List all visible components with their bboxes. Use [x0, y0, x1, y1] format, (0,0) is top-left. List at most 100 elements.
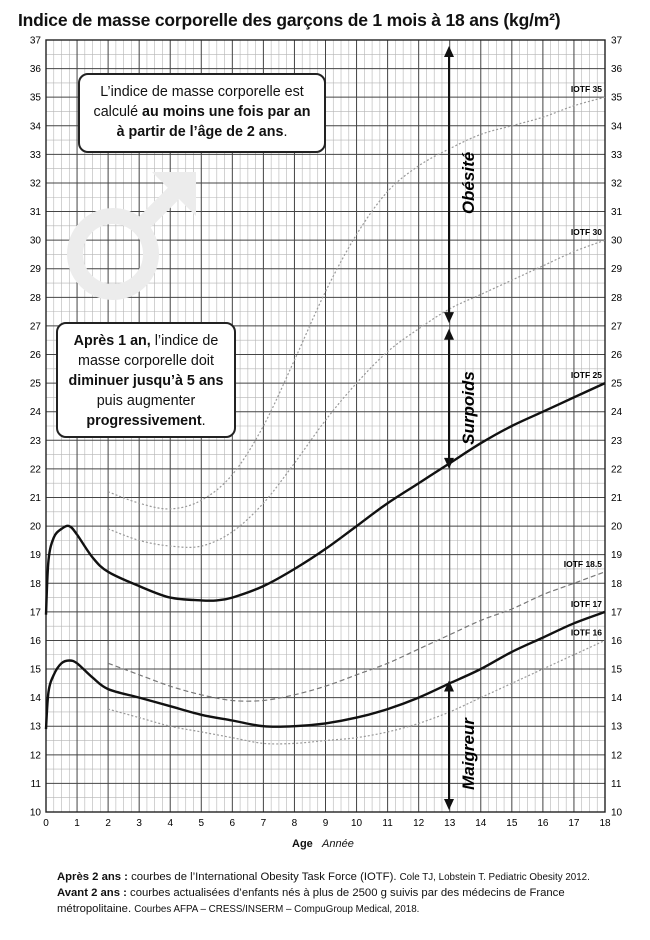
male-symbol-icon: [67, 172, 196, 300]
footer-line-1: Après 2 ans : courbes de l’International…: [57, 871, 590, 883]
y-tick-label: 26: [30, 350, 42, 361]
info-box-2-line1a: Après 1 an,: [73, 333, 151, 349]
y-tick-label: 25: [30, 379, 42, 390]
y-tick-label-right: 35: [611, 93, 623, 104]
y-tick-label-right: 10: [611, 808, 623, 819]
y-tick-label: 27: [30, 321, 42, 332]
x-tick-label: 13: [444, 818, 456, 829]
y-tick-label: 19: [30, 550, 42, 561]
x-tick-label: 15: [506, 818, 518, 829]
x-tick-label: 2: [105, 818, 111, 829]
y-tick-label-right: 30: [611, 236, 623, 247]
curve-label-iotf-35: IOTF 35: [571, 84, 602, 94]
x-tick-label: 8: [292, 818, 298, 829]
x-tick-label: 7: [261, 818, 267, 829]
y-tick-label: 12: [30, 750, 42, 761]
curve-label-iotf-17: IOTF 17: [571, 599, 602, 609]
y-tick-label-right: 22: [611, 464, 623, 475]
y-tick-label: 32: [30, 178, 42, 189]
chart-title: Indice de masse corporelle des garçons d…: [18, 10, 561, 30]
y-tick-label-right: 14: [611, 693, 623, 704]
obesity-arrow-head-up: [444, 46, 454, 57]
y-tick-label-right: 31: [611, 207, 623, 218]
y-tick-label: 16: [30, 636, 42, 647]
x-tick-label: 9: [323, 818, 329, 829]
y-tick-label: 21: [30, 493, 42, 504]
y-tick-label: 35: [30, 93, 42, 104]
y-tick-label-right: 37: [611, 36, 623, 47]
y-tick-label-right: 16: [611, 636, 623, 647]
y-tick-label-right: 19: [611, 550, 623, 561]
y-tick-label: 22: [30, 464, 42, 475]
y-tick-label-right: 33: [611, 150, 623, 161]
x-tick-label: 12: [413, 818, 425, 829]
curve-label-iotf-30: IOTF 30: [571, 227, 602, 237]
y-tick-label-right: 23: [611, 436, 623, 447]
overweight-arrow-head-up: [444, 328, 454, 340]
info-box-2-line5b: .: [201, 413, 206, 429]
x-tick-label: 0: [43, 818, 49, 829]
footer-line-3: métropolitaine. Courbes AFPA – CRESS/INS…: [57, 903, 420, 915]
info-box-2-line2: masse corporelle doit: [78, 353, 214, 369]
y-tick-label: 23: [30, 436, 42, 447]
underweight-arrow-head-down: [444, 799, 454, 810]
y-tick-label: 18: [30, 579, 42, 590]
info-box-1-line2a: calculé: [93, 104, 143, 120]
x-tick-label: 17: [568, 818, 580, 829]
x-tick-label: 18: [599, 818, 611, 829]
y-tick-labels-right: 10 11 12 13 14 15 16 17 18 19 20 21 22 23 24 25 26 27 28 29…: [611, 36, 623, 819]
curve-label-iotf-25: IOTF 25: [571, 370, 602, 380]
y-tick-label: 11: [31, 779, 42, 790]
x-tick-label: 14: [475, 818, 487, 829]
x-tick-label: 16: [537, 818, 549, 829]
info-box-1-line3b: .: [283, 124, 288, 140]
info-box-1-line1: L’indice de masse corporelle est: [100, 84, 304, 100]
curve-iotf-30: [107, 239, 606, 548]
x-tick-label: 6: [230, 818, 236, 829]
y-tick-label: 24: [30, 407, 42, 418]
y-tick-label-right: 26: [611, 350, 623, 361]
y-tick-label-right: 34: [611, 121, 623, 132]
curve-iotf-17: [44, 610, 606, 730]
y-tick-label-right: 15: [611, 665, 623, 676]
zone-arrows: [444, 46, 454, 810]
y-tick-label-right: 24: [611, 407, 623, 418]
y-tick-label: 29: [30, 264, 42, 275]
y-tick-label-right: 36: [611, 64, 623, 75]
curve-label-iotf-16: IOTF 16: [571, 627, 602, 637]
y-tick-label-right: 28: [611, 293, 623, 304]
y-tick-label: 30: [30, 236, 42, 247]
y-tick-label-right: 11: [611, 779, 622, 790]
zone-label-underweight: Maigreur: [459, 717, 478, 790]
curve-iotf-18-5: [107, 571, 606, 702]
y-tick-label: 14: [30, 693, 42, 704]
y-tick-label: 28: [30, 293, 42, 304]
y-tick-label-right: 20: [611, 522, 623, 533]
y-tick-label: 33: [30, 150, 42, 161]
y-tick-label: 36: [30, 64, 42, 75]
iotf-curves: [44, 96, 606, 745]
y-tick-label: 20: [30, 522, 42, 533]
x-axis-unit: Année: [322, 838, 354, 850]
y-tick-label: 15: [30, 665, 42, 676]
info-box-evolution: Après 1 an, l’indice de masse corporelle…: [56, 322, 236, 438]
info-box-2-line1b: l’indice de: [150, 333, 219, 349]
curve-iotf-35: [107, 96, 606, 510]
y-tick-label: 13: [30, 722, 42, 733]
curve-label-iotf-18-5: IOTF 18.5: [564, 559, 603, 569]
info-box-measurement: L’indice de masse corporelle est calculé…: [78, 73, 326, 153]
zone-label-obesity: Obésité: [459, 152, 478, 214]
plot-frame: [45, 39, 606, 813]
y-tick-label-right: 21: [611, 493, 623, 504]
y-tick-labels-left: 10 11 12 13 14 15 16 17 18 19 20 21 22 23 24 25 26 27 28 29…: [30, 36, 42, 819]
x-axis-label: Age: [292, 838, 313, 850]
overweight-arrow-head-down: [444, 457, 454, 469]
y-tick-label: 10: [30, 808, 42, 819]
footer-line-2: Avant 2 ans : courbes actualisées d’enfa…: [57, 887, 565, 899]
info-box-2-line3: diminuer jusqu’à 5 ans: [68, 373, 224, 389]
x-tick-label: 3: [136, 818, 142, 829]
y-tick-label: 17: [30, 607, 42, 618]
x-tick-label: 4: [167, 818, 173, 829]
y-tick-label-right: 29: [611, 264, 623, 275]
obesity-arrow-head-down: [444, 312, 454, 324]
